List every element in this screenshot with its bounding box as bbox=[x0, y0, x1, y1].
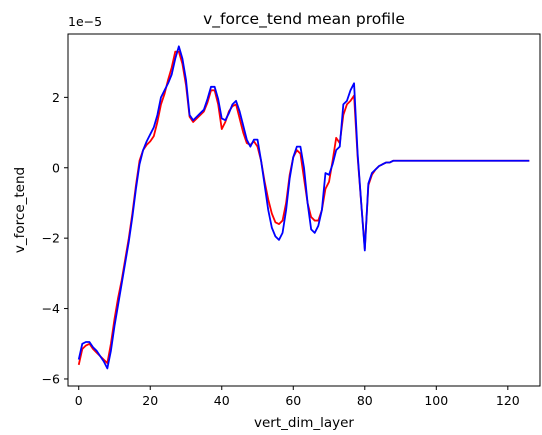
x-tick-label: 100 bbox=[424, 393, 448, 408]
x-axis-label: vert_dim_layer bbox=[254, 415, 354, 431]
y-tick-label: −6 bbox=[42, 371, 60, 386]
y-tick-label: −2 bbox=[42, 231, 60, 246]
x-tick-label: 40 bbox=[214, 393, 230, 408]
y-axis-label: v_force_tend bbox=[12, 167, 28, 253]
x-tick-label: 20 bbox=[142, 393, 158, 408]
x-tick-label: 120 bbox=[496, 393, 520, 408]
series-line-2 bbox=[77, 45, 530, 370]
chart-title: v_force_tend mean profile bbox=[203, 10, 405, 29]
y-scale-note: 1e−5 bbox=[68, 14, 102, 29]
x-tick-label: 60 bbox=[285, 393, 301, 408]
plot-series bbox=[77, 45, 530, 370]
x-tick-label: 0 bbox=[75, 393, 83, 408]
x-ticks: 0 20 40 60 80 100 120 bbox=[75, 386, 520, 408]
y-tick-label: 2 bbox=[52, 90, 60, 105]
plot-frame bbox=[67, 33, 541, 387]
y-tick-label: 0 bbox=[52, 160, 60, 175]
y-ticks: −6 −4 −2 0 2 bbox=[42, 90, 68, 386]
x-tick-label: 80 bbox=[357, 393, 373, 408]
series-line-1 bbox=[77, 50, 530, 366]
y-tick-label: −4 bbox=[42, 301, 60, 316]
